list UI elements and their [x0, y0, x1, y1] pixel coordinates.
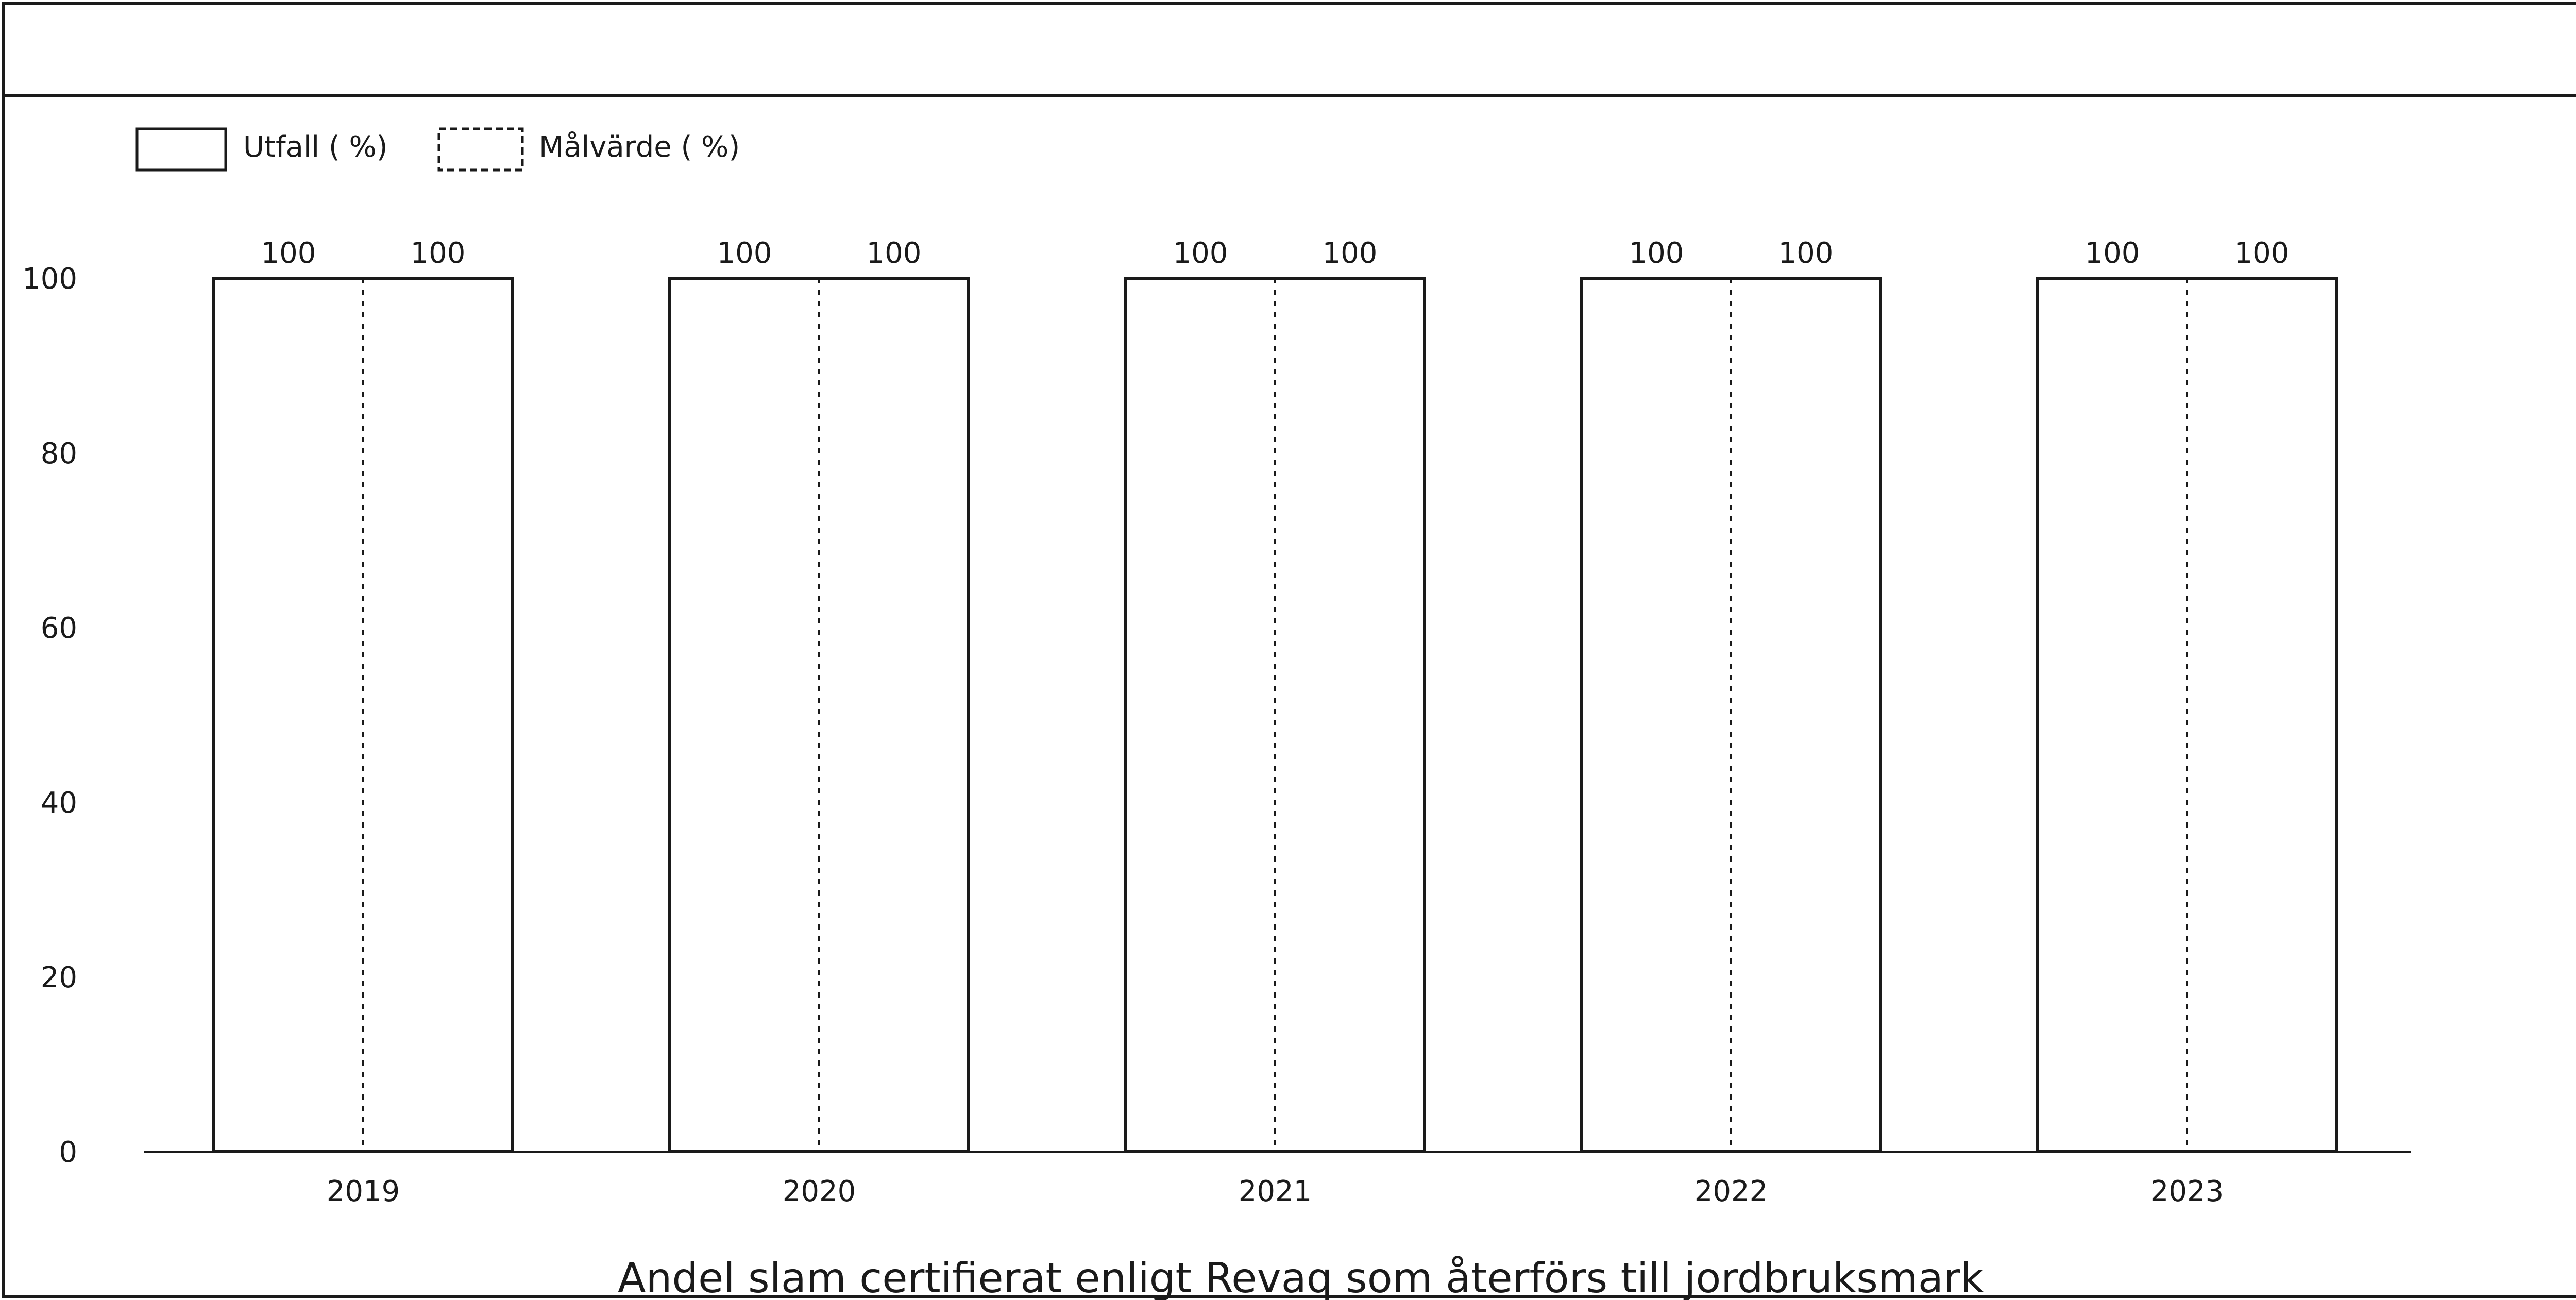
bar-malvarde-2023 [2187, 278, 2336, 1152]
bar-malvarde-2022 [1731, 278, 1880, 1152]
bar-group-2019: 100 100 [212, 237, 514, 1153]
bar-group-2023: 100 100 [2036, 237, 2338, 1153]
data-label-malvarde-2021: 100 [1323, 237, 1378, 270]
data-label-utfall-2019: 100 [261, 237, 316, 270]
legend-swatch-utfall [135, 127, 227, 172]
x-tick-label: 2019 [327, 1175, 400, 1208]
bar-utfall-2019 [214, 278, 363, 1152]
bar-utfall-2021 [1126, 278, 1275, 1152]
y-tick-label: 80 [41, 437, 77, 470]
y-tick-label: 20 [41, 961, 77, 994]
bar-malvarde-2021 [1275, 278, 1425, 1152]
bar-malvarde-2019 [363, 278, 513, 1152]
chart-header-band [2, 2, 2576, 97]
chart-title: Andel slam certifierat enligt Revaq som … [618, 1254, 1985, 1300]
bar-utfall-2023 [2038, 278, 2187, 1152]
y-tick-label: 60 [41, 612, 77, 645]
data-label-malvarde-2023: 100 [2234, 237, 2290, 270]
x-axis: 2019 2020 2021 2022 2023 [327, 1175, 2224, 1208]
legend-swatch-malvarde [437, 127, 524, 172]
data-label-malvarde-2019: 100 [411, 237, 466, 270]
bar-utfall-2020 [670, 278, 819, 1152]
data-label-utfall-2020: 100 [717, 237, 772, 270]
bar-group-2021: 100 100 [1124, 237, 1426, 1153]
bars: 100 100 100 100 100 100 100 100 100 100 [212, 237, 2338, 1153]
data-label-utfall-2022: 100 [1629, 237, 1684, 270]
y-tick-label: 0 [59, 1136, 77, 1169]
y-tick-label: 100 [22, 262, 77, 296]
legend-label-malvarde: Målvärde ( %) [539, 130, 740, 164]
data-label-utfall-2023: 100 [2085, 237, 2140, 270]
bar-group-2022: 100 100 [1580, 237, 1882, 1153]
bar-malvarde-2020 [819, 278, 969, 1152]
y-tick-label: 40 [41, 786, 77, 820]
data-label-utfall-2021: 100 [1173, 237, 1228, 270]
bar-utfall-2022 [1582, 278, 1731, 1152]
data-label-malvarde-2022: 100 [1778, 237, 1834, 270]
x-tick-label: 2023 [2150, 1175, 2224, 1208]
data-label-malvarde-2020: 100 [867, 237, 922, 270]
legend: Utfall ( %) Målvärde ( %) [135, 127, 740, 172]
x-tick-label: 2022 [1694, 1175, 1768, 1208]
x-tick-label: 2021 [1239, 1175, 1312, 1208]
legend-label-utfall: Utfall ( %) [243, 130, 388, 164]
x-tick-label: 2020 [783, 1175, 856, 1208]
bar-group-2020: 100 100 [668, 237, 970, 1153]
